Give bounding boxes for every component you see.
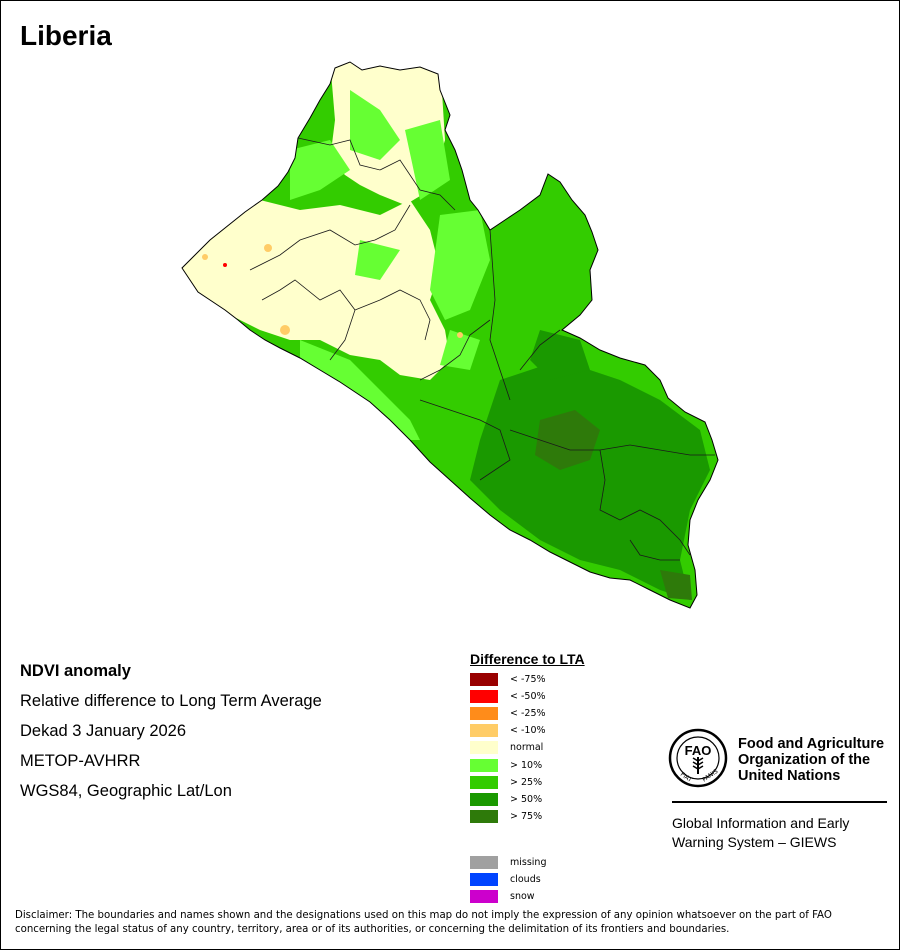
fao-branding: FAO FIAT PANIS Food and Agriculture Orga…: [668, 728, 887, 850]
legend-label: missing: [510, 857, 547, 868]
map-projection: WGS84, Geographic Lat/Lon: [20, 782, 232, 800]
legend-swatch: [470, 873, 498, 886]
legend-item: normal: [470, 741, 544, 755]
legend-label: < -10%: [510, 725, 546, 737]
legend-swatch: [470, 741, 498, 755]
giews-line2: Warning System – GIEWS: [672, 834, 837, 850]
fao-name-line3: United Nations: [738, 768, 841, 784]
giews-line1: Global Information and Early: [672, 815, 850, 831]
legend-heading: Difference to LTA: [470, 651, 585, 667]
fao-name-line1: Food and Agriculture: [738, 736, 885, 752]
giews-label: Global Information and Early Warning Sys…: [672, 814, 900, 852]
legend-item: > 50%: [470, 792, 543, 806]
legend-item: < -25%: [470, 707, 546, 721]
legend-item: < -10%: [470, 724, 546, 738]
legend-item: > 75%: [470, 809, 543, 823]
legend-swatch: [470, 809, 498, 823]
legend-label: < -75%: [510, 674, 546, 685]
legend-label: < -25%: [510, 708, 546, 720]
legend-item: < -50%: [470, 690, 546, 704]
legend-swatch: [470, 758, 498, 772]
legend-item: clouds: [470, 873, 541, 886]
fao-name: Food and Agriculture Organization of the…: [738, 736, 900, 784]
map-period: Dekad 3 January 2026: [20, 722, 187, 740]
legend-swatch: [470, 690, 498, 704]
map-title: Liberia: [20, 20, 112, 51]
legend-swatch: [470, 724, 498, 738]
disclaimer: Disclaimer: The boundaries and names sho…: [15, 910, 832, 935]
map-description: Relative difference to Long Term Average: [20, 692, 322, 710]
legend-item: > 25%: [470, 775, 543, 789]
map-sensor: METOP-AVHRR: [20, 752, 141, 770]
fao-emblem-icon: FAO FIAT PANIS: [668, 728, 728, 788]
map-product: NDVI anomaly: [20, 662, 131, 680]
legend: Difference to LTA < -75% < -50% < -25% < -1…: [470, 651, 585, 903]
legend-label: < -50%: [510, 691, 546, 703]
legend-swatch: [470, 792, 498, 806]
ndvi-anomaly-map: [181, 61, 719, 609]
legend-swatch: [470, 707, 498, 721]
legend-swatch: [470, 673, 498, 686]
legend-label: normal: [510, 742, 544, 754]
legend-item: snow: [470, 890, 535, 903]
legend-swatch: [470, 890, 498, 903]
legend-swatch: [470, 856, 498, 869]
legend-label: > 50%: [510, 793, 543, 805]
legend-label: clouds: [510, 874, 541, 885]
fao-divider: [672, 801, 887, 803]
legend-label: snow: [510, 891, 535, 902]
legend-label: > 75%: [510, 810, 543, 822]
fao-name-line2: Organization of the: [738, 752, 871, 768]
legend-swatch: [470, 775, 498, 789]
legend-label: > 25%: [510, 776, 543, 788]
legend-label: > 10%: [510, 759, 543, 771]
legend-item: missing: [470, 856, 546, 869]
legend-item: > 10%: [470, 758, 543, 772]
fao-emblem-text: FAO: [685, 743, 712, 758]
map-info: NDVI anomaly Relative difference to Long…: [20, 656, 322, 806]
legend-item: < -75%: [470, 673, 546, 686]
